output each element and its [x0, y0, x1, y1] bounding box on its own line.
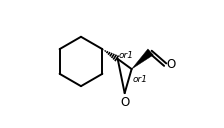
Polygon shape — [132, 49, 153, 69]
Text: or1: or1 — [133, 75, 148, 84]
Text: O: O — [167, 58, 176, 71]
Text: or1: or1 — [119, 51, 134, 60]
Text: O: O — [120, 96, 129, 109]
